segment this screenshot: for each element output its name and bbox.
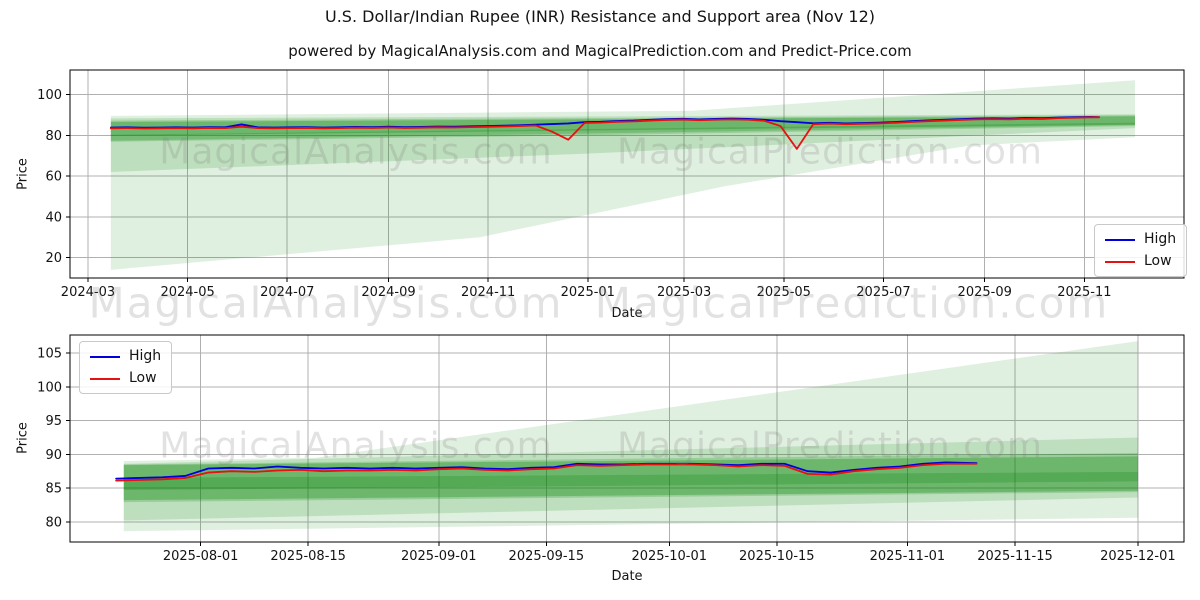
x-axis-label-top: Date bbox=[611, 306, 643, 321]
x-tick-label: 2025-11-15 bbox=[977, 549, 1053, 564]
legend-entry-high: High bbox=[90, 349, 161, 364]
legend-label-low: Low bbox=[1144, 253, 1172, 269]
y-tick-label: 100 bbox=[37, 380, 62, 395]
support-resistance-band bbox=[123, 341, 1138, 532]
y-tick-label: 95 bbox=[45, 414, 62, 429]
support-resistance-band bbox=[110, 80, 1135, 270]
high-line-swatch bbox=[90, 355, 120, 358]
x-tick-label: 2024-11 bbox=[461, 285, 515, 300]
y-tick-label: 85 bbox=[45, 482, 62, 497]
legend-bottom-chart: High Low bbox=[79, 341, 173, 394]
y-axis-label-bottom: Price bbox=[15, 422, 31, 454]
y-tick-label: 105 bbox=[37, 347, 62, 362]
support-resistance-band bbox=[110, 116, 1135, 136]
y-tick-label: 100 bbox=[37, 88, 62, 103]
chart-0: 2024-03 2024-05 2024-07 2024-09 2024-11 2025-… bbox=[37, 69, 1185, 300]
x-tick-label: 2025-09-01 bbox=[401, 549, 477, 564]
x-tick-label: 2025-10-01 bbox=[631, 549, 707, 564]
x-tick-label: 2025-12-01 bbox=[1100, 549, 1176, 564]
x-tick-label: 2025-01 bbox=[561, 285, 615, 300]
low-line-swatch bbox=[90, 377, 120, 380]
x-tick-label: 2025-07 bbox=[856, 285, 910, 300]
legend-label-high: High bbox=[129, 348, 162, 364]
figure-title: U.S. Dollar/Indian Rupee (INR) Resistanc… bbox=[325, 7, 875, 26]
x-tick-label: 2025-05 bbox=[757, 285, 811, 300]
x-tick-label: 2025-11-01 bbox=[870, 549, 946, 564]
low-line bbox=[115, 462, 978, 482]
x-tick-label: 2024-03 bbox=[61, 285, 115, 300]
x-tick-label: 2025-11 bbox=[1057, 285, 1111, 300]
legend-entry-low: Low bbox=[1105, 254, 1176, 269]
x-tick-label: 2025-08-15 bbox=[270, 549, 346, 564]
plot-border bbox=[69, 69, 1185, 279]
x-tick-label: 2025-08-01 bbox=[163, 549, 239, 564]
legend-top-chart: High Low bbox=[1094, 224, 1188, 277]
x-tick-label: 2025-10-15 bbox=[739, 549, 815, 564]
figure-subtitle: powered by MagicalAnalysis.com and Magic… bbox=[288, 42, 912, 60]
y-axis-label-top: Price bbox=[15, 158, 31, 190]
chart-1: 2025-08-01 2025-08-15 2025-09-01 2025-09-15… bbox=[37, 334, 1185, 564]
y-tick-label: 80 bbox=[45, 129, 62, 144]
x-tick-label: 2024-09 bbox=[361, 285, 415, 300]
high-line-swatch bbox=[1105, 238, 1135, 241]
y-tick-label: 20 bbox=[45, 251, 62, 266]
support-resistance-band bbox=[110, 122, 1135, 141]
support-resistance-band bbox=[123, 452, 1138, 503]
y-tick-label: 40 bbox=[45, 210, 62, 225]
legend-label-low: Low bbox=[129, 370, 157, 386]
legend-label-high: High bbox=[1144, 231, 1177, 247]
x-tick-label: 2024-07 bbox=[260, 285, 314, 300]
support-resistance-band bbox=[123, 437, 1138, 521]
y-tick-label: 90 bbox=[45, 448, 62, 463]
high-line bbox=[115, 461, 978, 480]
x-tick-label: 2025-09-15 bbox=[509, 549, 585, 564]
legend-entry-high: High bbox=[1105, 232, 1176, 247]
x-tick-label: 2024-05 bbox=[160, 285, 214, 300]
x-tick-label: 2025-09 bbox=[958, 285, 1012, 300]
support-resistance-band bbox=[123, 471, 1138, 491]
low-line-swatch bbox=[1105, 260, 1135, 263]
legend-entry-low: Low bbox=[90, 371, 161, 386]
low-line bbox=[109, 116, 1100, 150]
y-tick-label: 80 bbox=[45, 515, 62, 530]
x-tick-label: 2025-03 bbox=[657, 285, 711, 300]
y-tick-label: 60 bbox=[45, 170, 62, 185]
plot-border bbox=[69, 334, 1185, 543]
x-axis-label-bottom: Date bbox=[611, 569, 643, 584]
